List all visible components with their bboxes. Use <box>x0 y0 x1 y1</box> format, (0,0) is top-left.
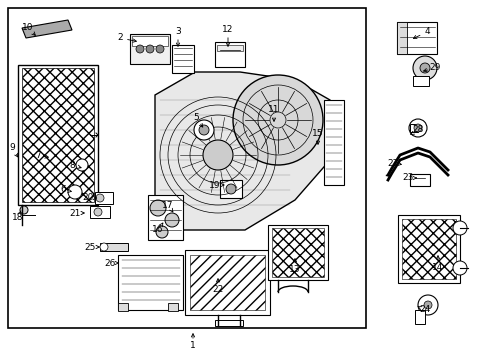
Text: 29: 29 <box>429 63 441 72</box>
Circle shape <box>146 45 154 53</box>
Circle shape <box>165 213 179 227</box>
Text: 14: 14 <box>432 264 443 273</box>
Circle shape <box>420 63 430 73</box>
Text: 20: 20 <box>82 194 94 202</box>
Circle shape <box>199 125 209 135</box>
Text: 3: 3 <box>175 27 181 36</box>
Bar <box>118 255 183 310</box>
Text: 18: 18 <box>12 213 24 222</box>
Bar <box>215 320 243 326</box>
Circle shape <box>194 120 214 140</box>
Text: 17: 17 <box>162 201 174 210</box>
Text: 7: 7 <box>35 150 41 159</box>
Bar <box>185 250 270 315</box>
Circle shape <box>414 124 422 132</box>
Bar <box>78 161 86 165</box>
Text: 24: 24 <box>419 306 431 315</box>
Bar <box>415 310 425 324</box>
Bar <box>402 219 456 279</box>
Bar <box>148 195 183 240</box>
Bar <box>22 68 94 202</box>
Bar <box>397 22 437 54</box>
Text: 19: 19 <box>209 180 221 189</box>
Bar <box>90 206 110 218</box>
Bar <box>410 124 418 132</box>
Bar <box>95 192 113 204</box>
Bar <box>168 303 178 311</box>
Bar <box>397 22 407 54</box>
Bar <box>130 34 170 64</box>
Text: 8: 8 <box>69 161 75 170</box>
Text: 25: 25 <box>84 243 96 252</box>
Text: 5: 5 <box>193 113 199 122</box>
Circle shape <box>156 226 168 238</box>
Circle shape <box>233 75 323 165</box>
Circle shape <box>453 221 467 235</box>
Text: 10: 10 <box>22 23 34 32</box>
Text: 4: 4 <box>424 27 430 36</box>
Bar <box>268 225 328 280</box>
Text: 16: 16 <box>152 225 164 234</box>
Circle shape <box>20 206 28 214</box>
Bar <box>18 65 98 205</box>
Circle shape <box>424 301 432 309</box>
Text: 9: 9 <box>9 144 15 153</box>
Bar <box>71 188 79 193</box>
Bar <box>272 228 324 277</box>
Text: 28: 28 <box>412 126 424 135</box>
Text: 12: 12 <box>222 26 234 35</box>
Circle shape <box>453 261 467 275</box>
Text: 26: 26 <box>104 258 116 267</box>
Circle shape <box>100 243 108 251</box>
Bar <box>100 243 128 251</box>
Polygon shape <box>155 72 330 230</box>
Text: 23: 23 <box>402 174 414 183</box>
Circle shape <box>68 185 82 199</box>
Bar <box>398 215 460 283</box>
Text: 22: 22 <box>212 285 223 294</box>
Circle shape <box>156 45 164 53</box>
Circle shape <box>136 45 144 53</box>
Circle shape <box>409 119 427 137</box>
Bar <box>190 255 265 310</box>
Circle shape <box>150 200 166 216</box>
Circle shape <box>76 159 88 171</box>
Circle shape <box>226 184 236 194</box>
Text: 1: 1 <box>190 342 196 351</box>
Circle shape <box>94 208 102 216</box>
Bar <box>172 45 194 73</box>
Bar <box>132 36 168 46</box>
Circle shape <box>203 140 233 170</box>
Bar <box>220 180 242 198</box>
Bar <box>215 42 245 67</box>
Circle shape <box>418 295 438 315</box>
Bar <box>324 100 344 185</box>
Text: 11: 11 <box>268 105 280 114</box>
Text: 21: 21 <box>69 208 81 217</box>
Bar <box>410 174 430 186</box>
Bar <box>413 76 429 86</box>
Bar <box>8 8 366 328</box>
Circle shape <box>413 56 437 80</box>
Bar <box>217 45 243 51</box>
Polygon shape <box>22 20 72 38</box>
Circle shape <box>96 194 104 202</box>
Text: 6: 6 <box>60 185 66 194</box>
Text: 15: 15 <box>312 129 324 138</box>
Text: 13: 13 <box>289 266 301 274</box>
Text: 27: 27 <box>387 158 399 167</box>
Text: 2: 2 <box>117 33 123 42</box>
Bar <box>118 303 128 311</box>
